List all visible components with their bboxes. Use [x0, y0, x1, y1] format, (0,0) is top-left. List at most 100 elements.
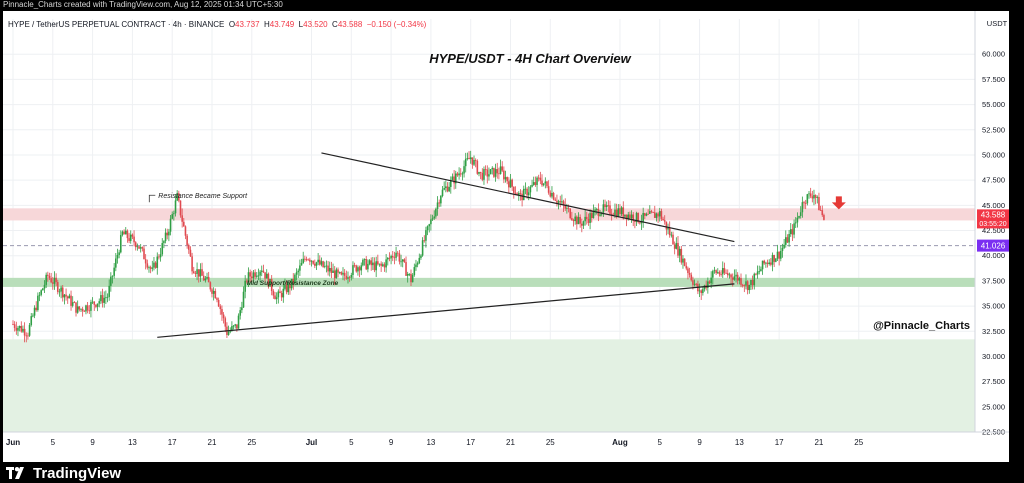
bullish-candle — [269, 278, 271, 287]
candle-body — [522, 188, 525, 201]
bearish-candle — [579, 214, 581, 228]
candle-body — [476, 160, 479, 174]
bearish-candle — [343, 269, 346, 281]
candle-body — [196, 269, 198, 274]
bearish-candle — [496, 162, 499, 179]
candle-body — [23, 328, 26, 336]
bearish-candle — [12, 320, 14, 326]
candle-body — [159, 254, 162, 258]
candle-body — [760, 269, 762, 272]
bullish-candle — [60, 285, 62, 299]
candle-body — [609, 205, 611, 214]
candle-body — [756, 271, 759, 275]
bullish-candle — [173, 210, 175, 221]
low-value: 43.520 — [303, 20, 328, 29]
bullish-candle — [169, 215, 172, 236]
bearish-candle — [708, 280, 711, 285]
candle-body — [534, 182, 537, 185]
bullish-candle — [542, 183, 545, 187]
bullish-candle — [655, 212, 658, 222]
bearish-candle — [821, 205, 824, 217]
bullish-candle — [299, 259, 301, 276]
bullish-candle — [196, 262, 198, 281]
candle-body — [796, 217, 799, 223]
candle-body — [269, 279, 271, 287]
bullish-candle — [28, 322, 31, 337]
x-tick-label: 21 — [208, 438, 217, 447]
candle-body — [670, 234, 673, 236]
bullish-candle — [624, 214, 626, 218]
bearish-candle — [653, 205, 656, 218]
bullish-candle — [489, 168, 492, 175]
bullish-candle — [45, 272, 47, 288]
candle-body — [88, 310, 91, 312]
bearish-candle — [773, 254, 775, 268]
chart-panel[interactable]: Resistance Became Support Mid Support/Res… — [3, 11, 1009, 462]
bearish-candle — [539, 171, 542, 185]
bullish-candle — [58, 288, 61, 297]
candle-body — [539, 177, 542, 181]
bullish-candle — [242, 286, 245, 308]
bullish-candle — [430, 214, 432, 231]
bullish-candle — [813, 189, 815, 206]
bearish-candle — [377, 254, 379, 266]
candle-body — [474, 160, 477, 161]
bullish-candle — [100, 291, 102, 305]
candle-body — [585, 216, 588, 219]
y-tick-label: 52.500 — [982, 125, 1005, 134]
candle-body — [48, 275, 51, 279]
candle-body — [202, 275, 205, 281]
bearish-candle — [585, 211, 588, 225]
bearish-candle — [660, 208, 663, 221]
candle-body — [509, 179, 512, 188]
bearish-candle — [65, 288, 67, 301]
candle-body — [136, 246, 139, 248]
candle-body — [564, 204, 567, 209]
bearish-candle — [680, 245, 683, 265]
bullish-candle — [713, 266, 716, 274]
candle-body — [58, 291, 61, 293]
bullish-candle — [320, 257, 323, 267]
bearish-candle — [647, 209, 649, 215]
bearish-candle — [289, 281, 291, 295]
candle-body — [715, 270, 717, 274]
candle-body — [257, 275, 260, 277]
candle-body — [514, 192, 517, 194]
y-tick-label: 35.000 — [982, 302, 1005, 311]
down-arrow-icon — [831, 196, 846, 210]
bullish-candle — [667, 223, 669, 235]
candle-body — [813, 194, 815, 199]
candle-body — [574, 216, 576, 222]
bullish-candle — [753, 272, 756, 290]
candle-body — [738, 278, 741, 281]
bullish-candle — [451, 173, 454, 181]
bearish-candle — [292, 273, 295, 290]
candle-body — [473, 160, 475, 165]
candle-body — [735, 274, 737, 277]
candle-body — [274, 295, 276, 300]
bullish-candle — [335, 267, 338, 279]
candle-body — [153, 262, 155, 268]
candle-body — [275, 297, 278, 300]
bullish-candle — [589, 209, 591, 230]
bearish-candle — [587, 213, 590, 226]
bearish-candle — [720, 270, 722, 277]
bearish-candle — [56, 279, 59, 295]
bullish-candle — [630, 210, 633, 223]
candle-body — [556, 200, 558, 203]
candle-body — [685, 265, 688, 269]
bearish-candle — [314, 259, 316, 269]
bearish-candle — [181, 208, 183, 228]
chart-svg[interactable]: Resistance Became Support Mid Support/Res… — [3, 11, 1009, 462]
bearish-candle — [309, 257, 311, 266]
candle-body — [569, 208, 571, 219]
bullish-candle — [174, 193, 177, 217]
candle-body — [28, 324, 31, 336]
bearish-candle — [189, 246, 192, 258]
candle-body — [388, 257, 391, 259]
candle-body — [788, 234, 790, 243]
candle-body — [401, 259, 404, 262]
tradingview-brand[interactable]: TradingView — [6, 464, 121, 482]
candle-body — [579, 216, 581, 224]
candle-body — [279, 291, 281, 294]
